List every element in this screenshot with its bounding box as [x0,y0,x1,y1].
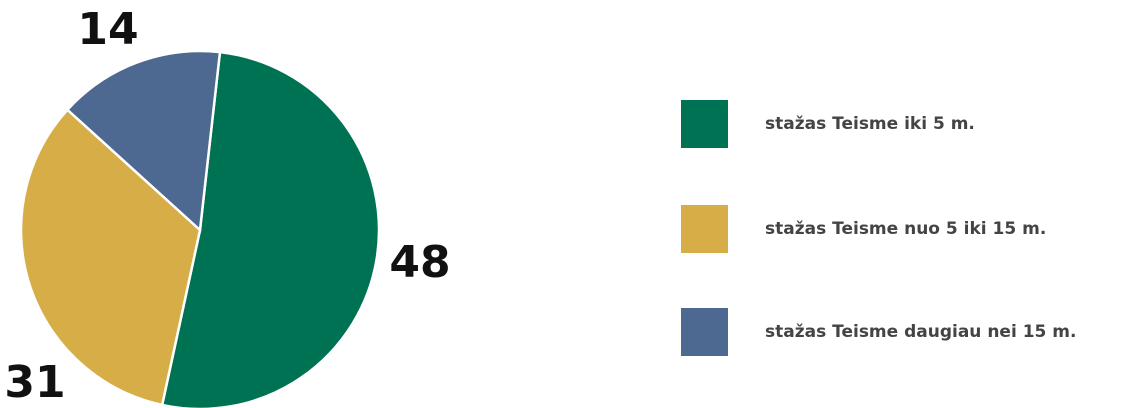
pie-slice [65,49,222,233]
legend-swatch [681,100,728,148]
pie-slice [160,50,381,408]
legend-label: stažas Teisme daugiau nei 15 m. [765,322,1076,342]
legend-swatch [681,205,728,253]
data-label: 31 [4,357,65,408]
data-label: 14 [77,4,138,55]
pie-slice [19,107,202,407]
legend-swatch [681,308,728,356]
legend-label: stažas Teisme nuo 5 iki 15 m. [765,219,1046,239]
data-label: 48 [389,237,450,288]
legend-label: stažas Teisme iki 5 m. [765,114,975,134]
